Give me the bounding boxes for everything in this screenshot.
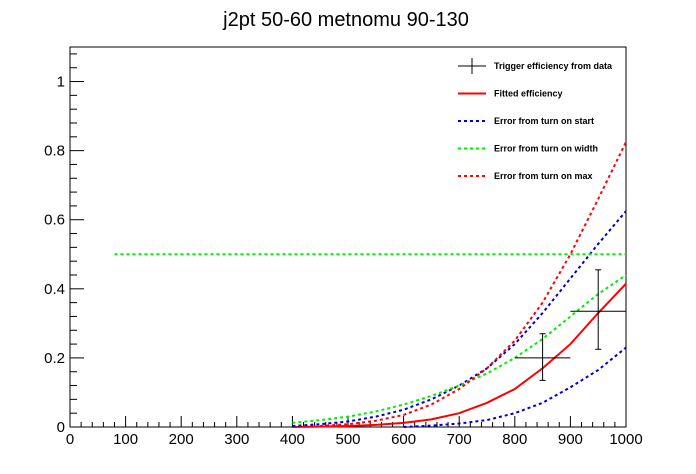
x-axis: 0 100 200 300 400 500 600 700 800 900 1000: [66, 416, 643, 448]
y-tick-label: 0.2: [44, 350, 65, 367]
x-tick-label: 0: [66, 431, 74, 448]
x-tick-label: 1000: [609, 431, 642, 448]
x-tick-label: 200: [169, 431, 194, 448]
legend-entry: Error from turn on width: [458, 144, 598, 154]
x-tick-label: 300: [224, 431, 249, 448]
legend-entry: Trigger efficiency from data: [458, 58, 613, 74]
x-tick-label: 500: [335, 431, 360, 448]
legend-label: Trigger efficiency from data: [494, 61, 613, 71]
chart-title: j2pt 50-60 metnomu 90-130: [222, 9, 469, 31]
legend-label: Error from turn on start: [494, 116, 594, 126]
series-layer: [114, 141, 627, 428]
y-tick-label: 0: [57, 419, 65, 436]
series-line-4: [320, 141, 627, 427]
series-line-1: [292, 282, 627, 428]
x-tick-label: 100: [113, 431, 138, 448]
y-axis: 0 0.2 0.4 0.6 0.8 1: [44, 53, 84, 436]
series-line-2: [292, 210, 627, 427]
y-tick-label: 0.8: [44, 143, 65, 160]
y-tick-label: 0.4: [44, 281, 65, 298]
legend-label: Fitted efficiency: [494, 89, 563, 99]
x-tick-label: 700: [447, 431, 472, 448]
y-tick-label: 0.6: [44, 212, 65, 229]
data-point: [514, 333, 571, 381]
y-tick-label: 1: [57, 74, 65, 91]
legend-entry: Fitted efficiency: [458, 89, 563, 99]
x-tick-label: 600: [391, 431, 416, 448]
legend-label: Error from turn on max: [494, 171, 593, 181]
legend-entry: Error from turn on start: [458, 116, 594, 126]
x-tick-label: 900: [558, 431, 583, 448]
legend-entry: Error from turn on max: [458, 171, 593, 181]
legend: Trigger efficiency from data Fitted effic…: [458, 58, 613, 181]
x-tick-label: 400: [280, 431, 305, 448]
data-points: [459, 269, 626, 428]
series-line-3: [292, 274, 627, 424]
data-point: [570, 269, 626, 350]
x-tick-label: 800: [502, 431, 527, 448]
series-line-5: [403, 346, 627, 428]
legend-label: Error from turn on width: [494, 144, 598, 154]
